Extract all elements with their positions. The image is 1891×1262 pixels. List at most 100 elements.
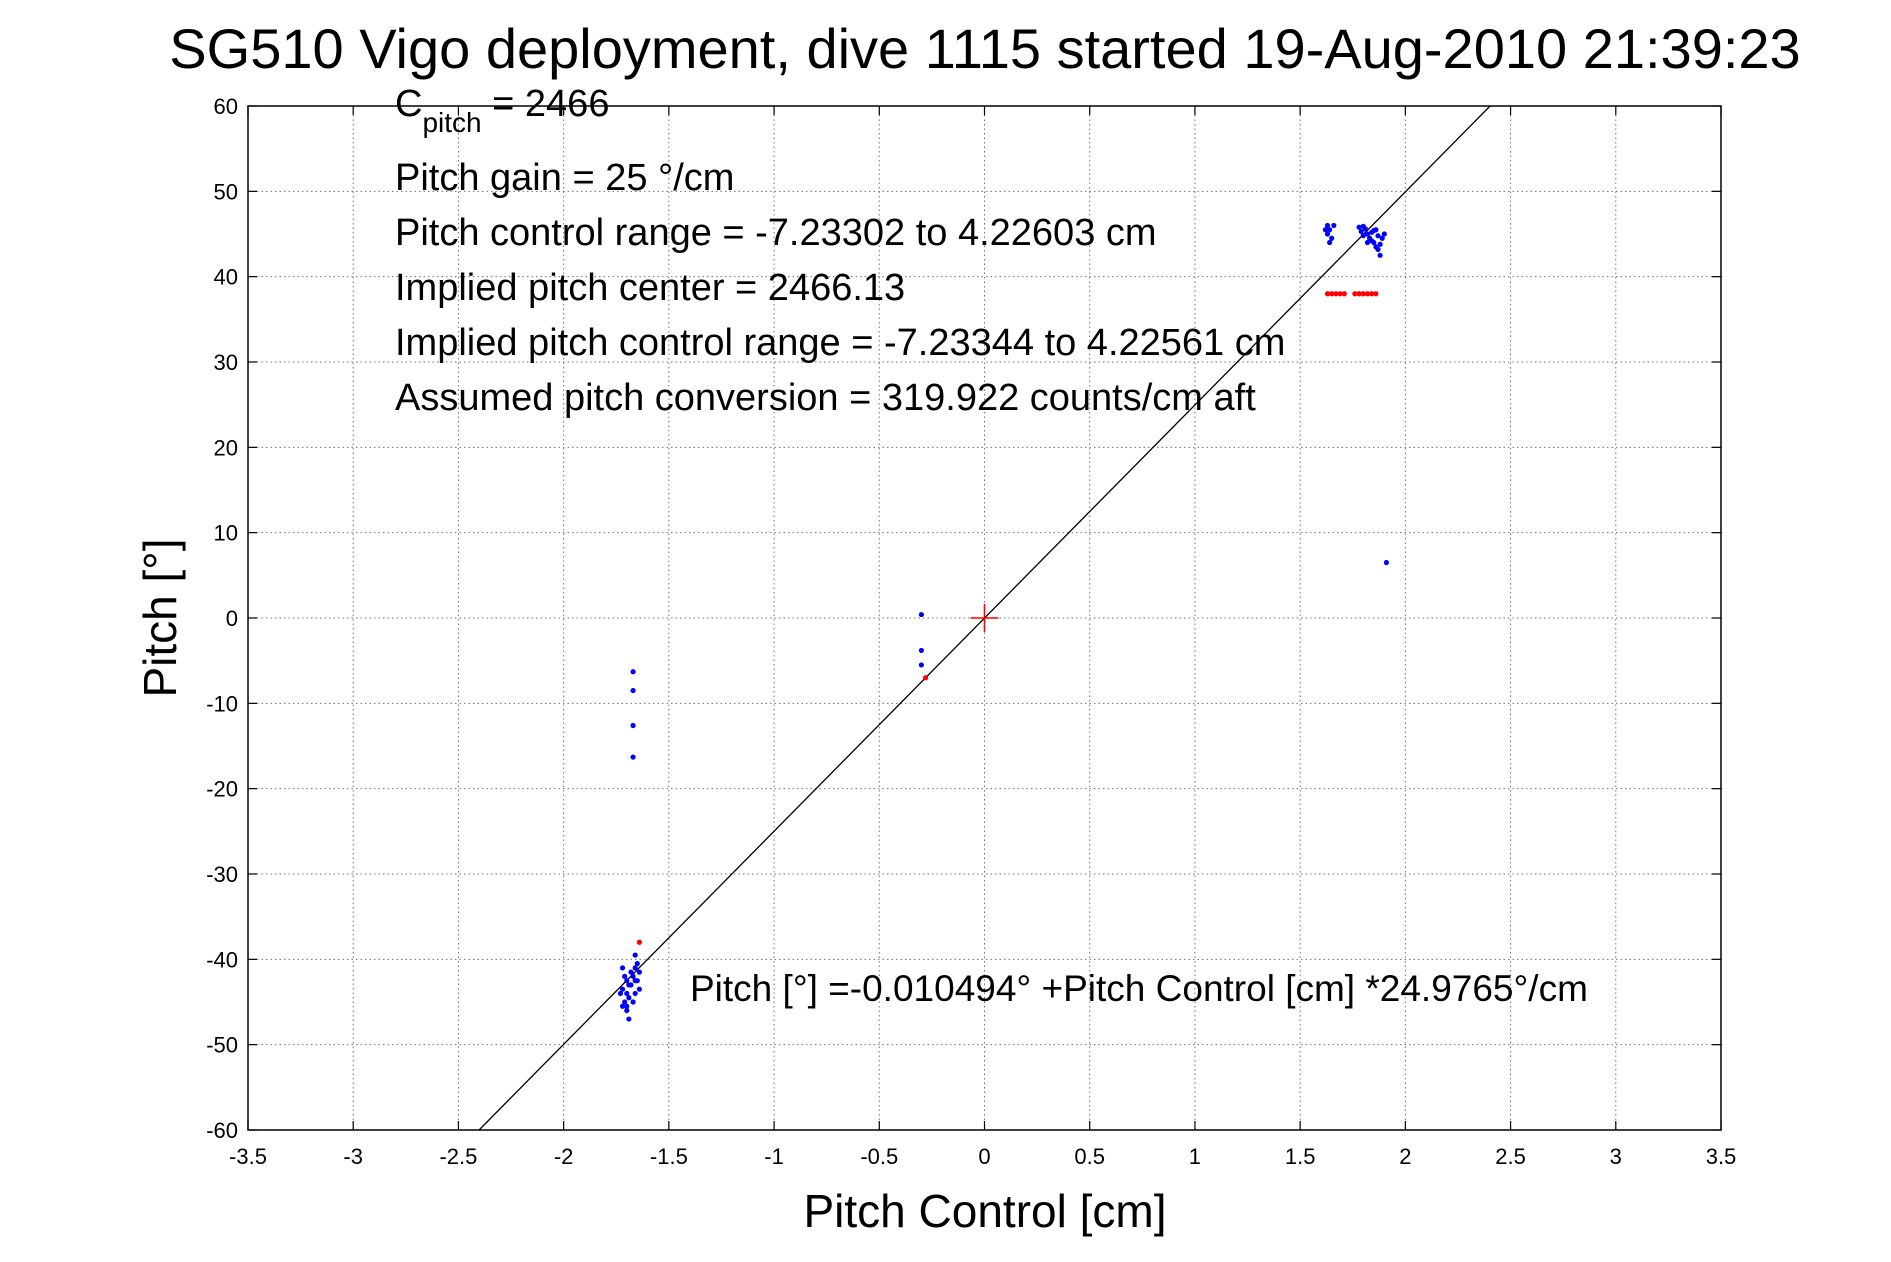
y-tick-label: -20 bbox=[206, 777, 238, 802]
data-point-blue bbox=[1324, 231, 1331, 237]
data-point-blue bbox=[1379, 235, 1385, 241]
pitch-gain-annotation: Pitch gain = 25 °/cm bbox=[395, 157, 734, 199]
y-tick-label: 30 bbox=[214, 350, 238, 375]
data-point-blue bbox=[918, 662, 924, 668]
y-tick-label: 10 bbox=[214, 521, 238, 546]
y-tick-label: 40 bbox=[214, 265, 238, 290]
x-tick-label: -3 bbox=[343, 1144, 363, 1169]
data-point-blue bbox=[1369, 238, 1375, 244]
data-point-blue bbox=[1331, 222, 1337, 229]
data-point-red bbox=[1324, 291, 1331, 297]
assumed-conversion-annotation: Assumed pitch conversion = 319.922 count… bbox=[395, 377, 1256, 419]
y-tick-label: -10 bbox=[206, 691, 238, 716]
y-tick-label: 60 bbox=[214, 94, 238, 119]
data-point-blue bbox=[628, 982, 634, 988]
x-tick-label: 2 bbox=[1399, 1144, 1411, 1169]
data-point-blue bbox=[630, 669, 636, 675]
data-point-blue bbox=[632, 978, 638, 984]
data-point-blue bbox=[626, 1016, 632, 1022]
x-tick-label: 3.5 bbox=[1706, 1144, 1737, 1169]
x-tick-label: -1 bbox=[764, 1144, 784, 1169]
data-point-blue bbox=[1375, 246, 1381, 252]
x-tick-label: 0 bbox=[978, 1144, 990, 1169]
axis-ticks bbox=[247, 105, 1722, 1131]
data-point-red bbox=[1373, 291, 1379, 297]
data-point-blue bbox=[630, 687, 636, 694]
data-point-blue bbox=[630, 722, 636, 729]
data-point-blue bbox=[1375, 233, 1381, 239]
c-pitch-subscript: pitch bbox=[422, 107, 481, 138]
y-tick-label: 20 bbox=[214, 435, 238, 460]
data-point-red bbox=[1341, 291, 1347, 297]
data-point-blue bbox=[1358, 228, 1364, 235]
data-point-blue bbox=[1327, 227, 1333, 233]
c-pitch-value: = 2466 bbox=[482, 83, 610, 125]
axis-tick-labels: -3.5 -3 -2.5 -2 -1.5 -1 -0.5 0 0.5 1 1.5 2 2.5 3 3.5 -6… bbox=[206, 94, 1736, 1169]
data-point-blue bbox=[624, 1007, 630, 1014]
data-point-red bbox=[1360, 291, 1366, 297]
data-point-red bbox=[1333, 291, 1339, 297]
data-point-blue bbox=[630, 973, 636, 980]
data-point-red bbox=[1329, 291, 1335, 297]
data-point-blue bbox=[634, 961, 640, 967]
y-tick-label: 0 bbox=[226, 606, 238, 631]
data-point-blue bbox=[632, 952, 638, 958]
x-tick-label: -0.5 bbox=[860, 1144, 898, 1169]
implied-pitch-center-annotation: Implied pitch center = 2466.13 bbox=[395, 267, 905, 309]
c-pitch-annotation: Cpitch = 2466 bbox=[395, 83, 609, 138]
data-point-blue bbox=[1329, 235, 1335, 241]
center-marker-layer bbox=[970, 604, 999, 632]
data-point-blue bbox=[1327, 239, 1333, 246]
data-point-blue bbox=[622, 999, 628, 1005]
x-tick-label: 3 bbox=[1610, 1144, 1622, 1169]
x-tick-label: -3.5 bbox=[229, 1144, 267, 1169]
x-axis-label: Pitch Control [cm] bbox=[804, 1185, 1167, 1237]
fit-equation-annotation: Pitch [°] =-0.010494° +Pitch Control [cm… bbox=[690, 968, 1588, 1009]
data-point-blue bbox=[1381, 231, 1387, 237]
data-point-red bbox=[922, 675, 929, 681]
data-point-blue bbox=[1322, 227, 1328, 233]
data-point-blue bbox=[628, 969, 634, 975]
y-tick-label: -50 bbox=[206, 1033, 238, 1058]
y-tick-label: -30 bbox=[206, 862, 238, 887]
data-point-red bbox=[1364, 291, 1371, 297]
data-point-blue bbox=[624, 1003, 630, 1009]
data-point-blue bbox=[1324, 222, 1331, 229]
data-point-blue bbox=[1360, 223, 1366, 229]
data-point-blue bbox=[1377, 241, 1383, 247]
annotations: Cpitch = 2466 Pitch gain = 25 °/cm Pitch… bbox=[395, 83, 1588, 1009]
data-point-blue bbox=[1383, 559, 1390, 566]
data-point-blue bbox=[1360, 233, 1366, 239]
y-tick-label: -40 bbox=[206, 947, 238, 972]
y-axis-label: Pitch [°] bbox=[134, 538, 186, 697]
data-point-blue bbox=[1356, 224, 1362, 230]
data-point-red bbox=[1356, 291, 1362, 297]
data-point-blue bbox=[624, 978, 630, 984]
data-point-blue bbox=[630, 999, 636, 1005]
data-point-blue bbox=[1371, 227, 1377, 234]
data-point-red bbox=[636, 939, 642, 945]
data-point-blue bbox=[636, 986, 642, 992]
data-point-blue bbox=[1364, 231, 1371, 237]
data-point-blue bbox=[918, 611, 924, 618]
x-tick-label: -1.5 bbox=[650, 1144, 688, 1169]
implied-pitch-range-annotation: Implied pitch control range = -7.23344 t… bbox=[395, 322, 1285, 364]
c-pitch-main: C bbox=[395, 83, 422, 125]
data-point-blue bbox=[619, 986, 626, 992]
data-points bbox=[617, 222, 1390, 1022]
chart-title: SG510 Vigo deployment, dive 1115 started… bbox=[169, 17, 1800, 80]
x-tick-label: 1 bbox=[1189, 1144, 1201, 1169]
data-point-blue bbox=[1364, 239, 1371, 246]
x-tick-label: 1.5 bbox=[1285, 1144, 1316, 1169]
x-tick-label: -2 bbox=[554, 1144, 574, 1169]
data-point-blue bbox=[636, 969, 642, 975]
data-point-blue bbox=[622, 973, 628, 980]
data-point-blue bbox=[918, 647, 924, 654]
data-point-blue bbox=[632, 965, 638, 971]
pitch-control-range-annotation: Pitch control range = -7.23302 to 4.2260… bbox=[395, 212, 1157, 254]
data-point-blue bbox=[619, 965, 626, 971]
data-point-red bbox=[1352, 291, 1358, 297]
data-point-red bbox=[1337, 291, 1343, 297]
y-tick-label: 50 bbox=[214, 179, 238, 204]
